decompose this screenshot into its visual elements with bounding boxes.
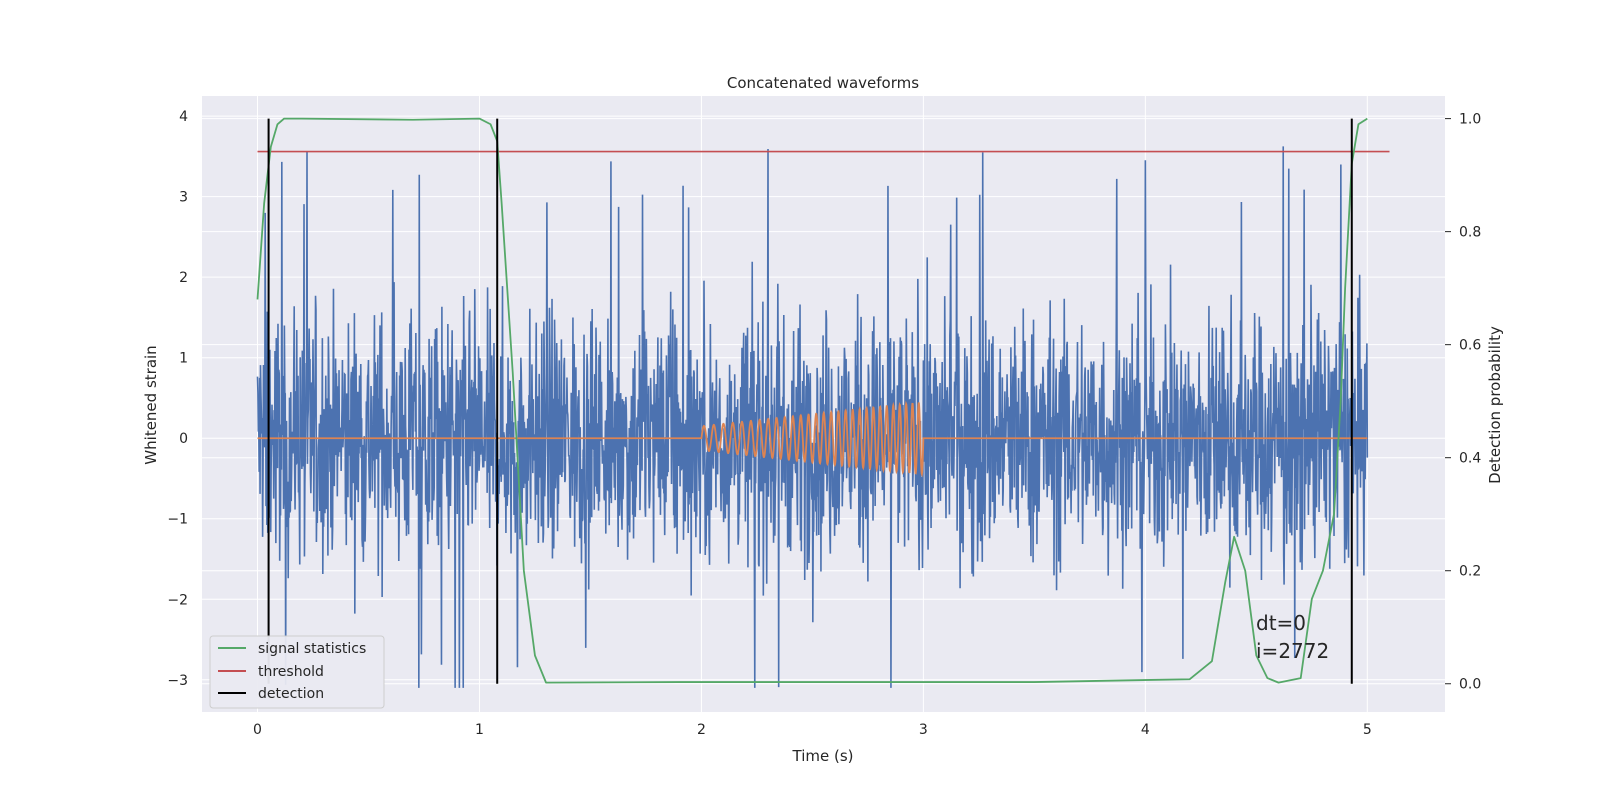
y2-tick-label: 0.8 <box>1459 225 1481 241</box>
y2-tick-label: 0.6 <box>1459 338 1481 354</box>
y-tick-label: −2 <box>167 592 188 608</box>
series-signal-statistics-line <box>256 117 1368 684</box>
y2-axis-label: Detection probability <box>1486 326 1504 484</box>
ticks: 0 1 2 3 4 5 −3 −2 −1 0 1 2 3 4 0.0 0.2 0.4 0.6 0.8 1.0 <box>167 109 1481 738</box>
chart-title: Concatenated waveforms <box>727 74 919 92</box>
legend-label-signal-statistics: signal statistics <box>258 641 366 657</box>
y2-tick-label: 0.2 <box>1459 564 1481 580</box>
x-tick-label: 5 <box>1363 722 1372 738</box>
annotation-dt: dt=0 <box>1256 611 1306 635</box>
y2-tick-label: 1.0 <box>1459 112 1481 128</box>
y-tick-label: 1 <box>179 351 188 367</box>
x-tick-label: 0 <box>253 722 262 738</box>
series-injected-chirp-line <box>257 400 1368 478</box>
x-axis-label: Time (s) <box>792 747 854 765</box>
y2-tick-label: 0.4 <box>1459 451 1481 467</box>
y-tick-label: 2 <box>179 270 188 286</box>
x-tick-label: 3 <box>919 722 928 738</box>
series-layer <box>256 117 1390 688</box>
x-tick-label: 1 <box>475 722 484 738</box>
y-tick-label: 4 <box>179 109 188 125</box>
x-tick-label: 2 <box>697 722 706 738</box>
legend: signal statistics threshold detection <box>209 635 385 709</box>
x-tick-label: 4 <box>1141 722 1150 738</box>
y-axis-label: Whitened strain <box>142 345 160 464</box>
y-tick-label: −1 <box>167 512 188 528</box>
y-tick-label: 0 <box>179 431 188 447</box>
legend-box <box>209 635 385 709</box>
y-tick-label: −3 <box>167 673 188 689</box>
y2-tick-label: 0.0 <box>1459 677 1481 693</box>
y-tick-label: 3 <box>179 190 188 206</box>
legend-label-threshold: threshold <box>258 664 324 680</box>
annotation-index: i=2772 <box>1256 639 1329 663</box>
legend-label-detection: detection <box>258 686 324 702</box>
